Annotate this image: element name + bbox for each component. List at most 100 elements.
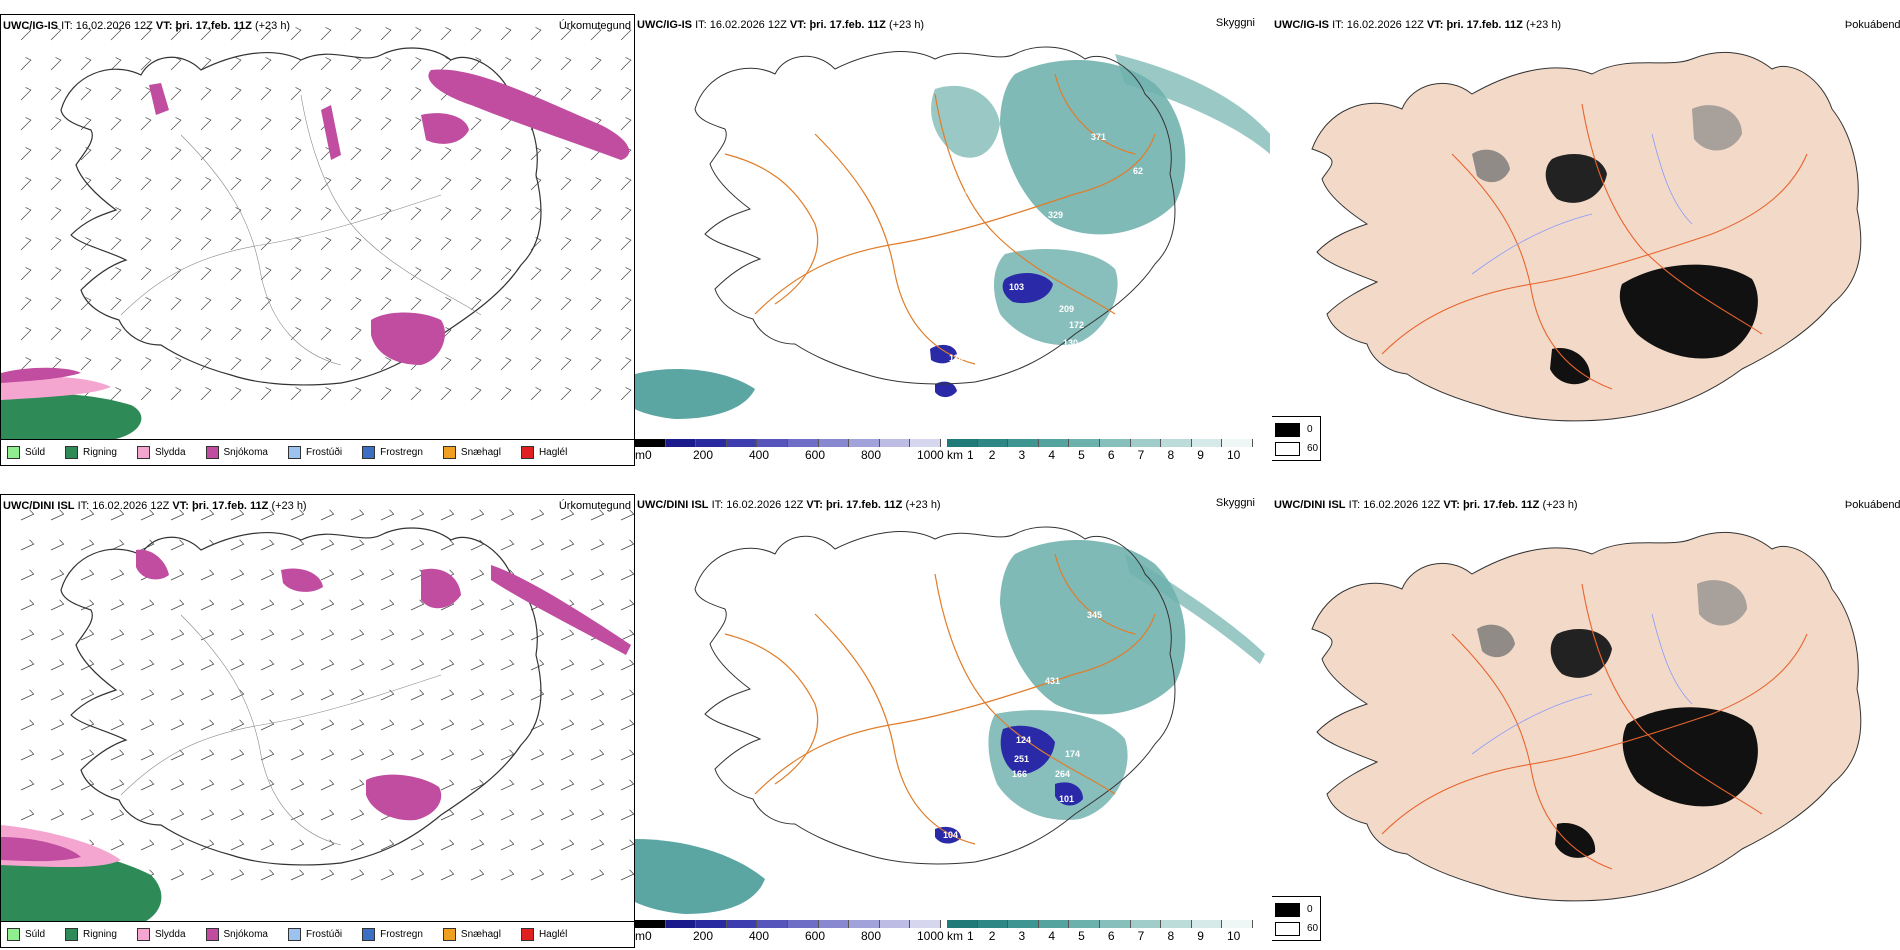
wind-barb: [380, 357, 392, 371]
wind-barb: [620, 779, 634, 791]
wind-barb: [320, 839, 335, 851]
wind-barb: [110, 327, 122, 341]
wind-barb: [320, 87, 332, 101]
wind-barb: [170, 629, 185, 641]
tick-label: 0: [645, 448, 652, 462]
legend-item-snow: Snjókoma: [205, 446, 268, 459]
iceland-coastline: [694, 526, 1176, 865]
wind-barb: [560, 569, 575, 581]
wind-barb: [140, 509, 155, 521]
wind-barb: [140, 357, 152, 371]
wind-barb: [380, 177, 392, 191]
wind-barb: [260, 177, 272, 191]
fog-dense-area: [1619, 264, 1758, 359]
wind-barb: [620, 297, 632, 311]
legend-item-freezing-drizzle: Frostúði: [287, 446, 342, 459]
wind-barb: [590, 569, 605, 581]
wind-barb: [260, 117, 272, 131]
wind-barb: [470, 569, 485, 581]
wind-barb: [20, 267, 32, 281]
legend-item-drizzle: Súld: [7, 928, 45, 941]
wind-barb: [290, 539, 305, 551]
tick-label: 1000: [917, 929, 944, 943]
wind-barb: [170, 357, 182, 371]
roads-top1: [120, 94, 482, 366]
panel-title: UWC/DINI ISL IT: 16.02.2026 12Z VT: þri.…: [3, 500, 307, 512]
wind-barb: [590, 177, 602, 191]
ceiling-bar-segment: [787, 439, 819, 447]
wind-barb: [320, 297, 332, 311]
wind-barb: [380, 267, 392, 281]
wind-barb: [440, 869, 455, 881]
wind-barb: [50, 629, 65, 641]
wind-barb: [620, 57, 632, 71]
wind-barb: [50, 237, 62, 251]
wind-barb: [380, 599, 395, 611]
tick-label: 1: [967, 929, 974, 943]
wind-barb: [410, 539, 425, 551]
wind-barb: [500, 237, 512, 251]
wind-barb: [50, 569, 65, 581]
wind-barb: [590, 509, 605, 521]
wind-barb: [500, 57, 512, 71]
wind-barb: [230, 629, 245, 641]
tick-label: 9: [1197, 929, 1204, 943]
value-label: 24: [964, 707, 974, 717]
wind-barb: [230, 57, 242, 71]
fog-white-label: 60: [1307, 443, 1319, 454]
ceiling-bar-segment: [910, 920, 941, 928]
wind-barb: [260, 839, 275, 851]
wind-barb: [350, 267, 362, 281]
wind-barb: [530, 869, 545, 881]
wind-barb: [560, 87, 572, 101]
wind-barb: [80, 539, 95, 551]
teal-visibility-area: [635, 839, 765, 914]
wind-barb: [170, 387, 182, 401]
wind-barb: [290, 387, 302, 401]
wind-barb: [530, 267, 542, 281]
wind-barb: [530, 659, 545, 671]
wind-barb: [170, 117, 182, 131]
value-label: 64: [965, 186, 975, 196]
wind-barb: [470, 629, 485, 641]
swatch: [362, 928, 376, 941]
wind-barb: [440, 839, 455, 851]
wind-barb: [140, 809, 155, 821]
blue-ceiling-area: [1000, 725, 1055, 775]
tick-label: 8: [1167, 448, 1175, 462]
wind-barb: [350, 659, 365, 671]
wind-barb: [200, 297, 212, 311]
wind-barb: [530, 387, 542, 401]
wind-barb: [410, 267, 422, 281]
visibility-map-top: 371 62 64 329 52 266 103 209 172 130 14 …: [635, 46, 1270, 419]
wind-barb: [50, 599, 65, 611]
wind-barb: [590, 357, 602, 371]
tick-label: 8: [1167, 929, 1175, 943]
wind-barb: [200, 57, 212, 71]
visibility-bar-segment: [1099, 920, 1131, 928]
wind-barb: [110, 387, 122, 401]
wind-barb: [200, 237, 212, 251]
wind-barb: [620, 689, 634, 701]
value-label: 104: [943, 830, 958, 840]
wind-barb: [140, 147, 152, 161]
wind-barb: [620, 27, 632, 41]
wind-barb: [470, 267, 482, 281]
wind-barb: [530, 207, 542, 221]
ceiling-bar-segment: [910, 439, 941, 447]
wind-barb: [50, 207, 62, 221]
wind-barb: [110, 357, 122, 371]
river-network: [1471, 133, 1693, 275]
teal-visibility-area: [1125, 554, 1265, 664]
wind-barb: [50, 267, 62, 281]
wind-barb: [290, 207, 302, 221]
wind-barb: [410, 659, 425, 671]
wind-barb: [350, 839, 365, 851]
wind-barb: [110, 539, 125, 551]
wind-barb: [230, 27, 242, 41]
wind-barb: [350, 57, 362, 71]
wind-barb: [380, 749, 395, 761]
wind-barb: [620, 387, 632, 401]
wind-barb: [590, 327, 602, 341]
wind-barb: [170, 237, 182, 251]
